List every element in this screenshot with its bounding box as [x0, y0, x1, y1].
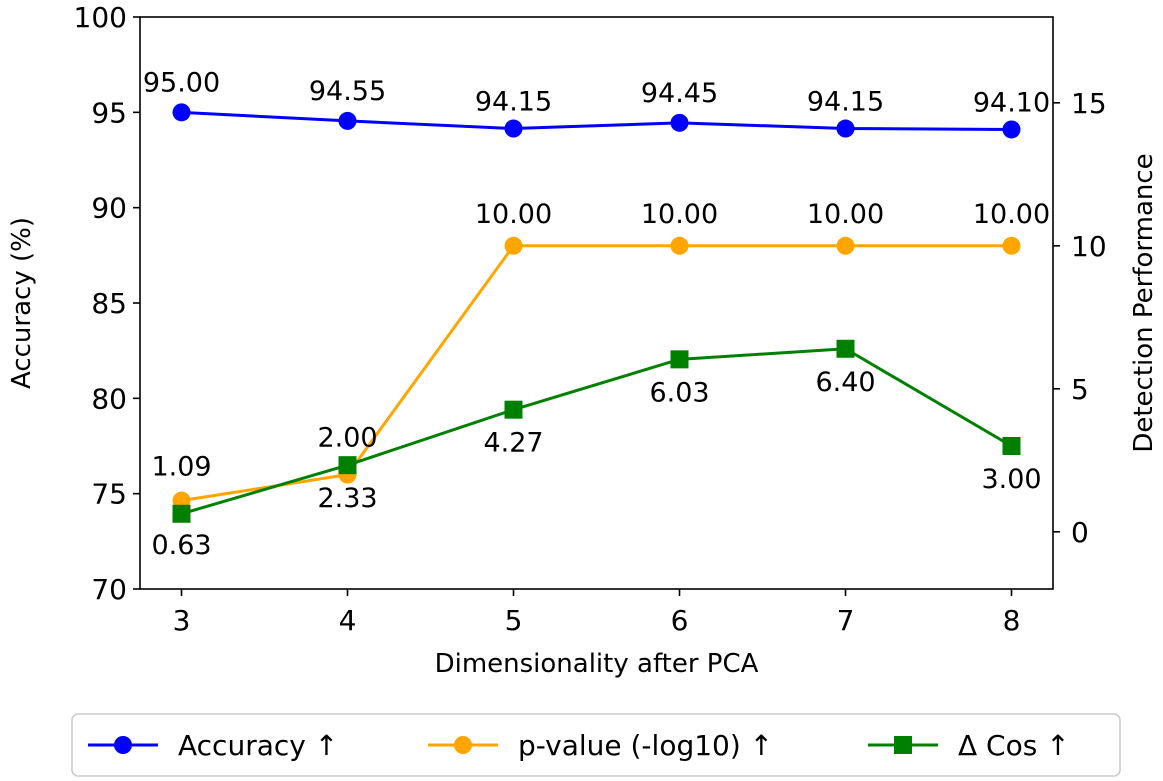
y-left-tick-label: 75	[91, 478, 127, 511]
data-label-accuracy: 94.10	[973, 87, 1050, 118]
data-point-accuracy	[504, 119, 523, 138]
x-tick-label: 4	[339, 604, 357, 637]
data-point-accuracy	[836, 119, 855, 138]
x-tick-label: 3	[173, 604, 191, 637]
data-point-p-value-log10	[1002, 236, 1021, 255]
legend-frame	[71, 713, 1121, 777]
legend-label-cos: Δ Cos ↑	[958, 729, 1070, 762]
data-point-accuracy	[338, 111, 357, 130]
x-tick-label: 8	[1003, 604, 1021, 637]
series-line-accuracy	[181, 110, 1012, 131]
data-point-cos	[836, 339, 855, 358]
data-label-accuracy: 94.55	[309, 76, 386, 107]
y-right-tick-label: 10	[1071, 230, 1107, 263]
legend-label-accuracy: Accuracy ↑	[178, 729, 338, 762]
legend-label-p-value-log10: p-value (-log10) ↑	[518, 729, 773, 762]
data-point-p-value-log10	[836, 236, 855, 255]
data-point-p-value-log10	[504, 236, 523, 255]
y-left-tick-label: 70	[91, 573, 127, 606]
y-axis-right-title: Detection Performance	[1129, 153, 1159, 452]
legend-marker-accuracy	[114, 736, 132, 754]
series-line-p-value-log10	[181, 244, 1012, 503]
data-label-p-value-log10: 10.00	[807, 199, 884, 230]
y-left-tick-label: 80	[91, 382, 127, 415]
lines-layer	[172, 103, 1021, 523]
ticks-layer: 3 4 5 6 7 8 70 75 80 85 90 95 100 0 5 10 15	[74, 1, 1107, 637]
data-label-p-value-log10: 10.00	[973, 199, 1050, 230]
data-point-cos	[172, 504, 191, 523]
data-label-cos: 6.03	[649, 377, 709, 408]
x-tick-label: 7	[837, 604, 855, 637]
y-left-tick-label: 85	[91, 287, 127, 320]
y-left-tick-label: 95	[91, 96, 127, 129]
data-label-accuracy: 94.45	[641, 78, 718, 109]
data-label-accuracy: 94.15	[807, 87, 884, 118]
y-axis-left-title: Accuracy (%)	[7, 217, 37, 389]
legend-entries: Accuracy ↑ p-value (-log10) ↑ Δ Cos ↑	[88, 729, 1070, 762]
y-right-tick-label: 5	[1071, 373, 1089, 406]
y-right-tick-label: 0	[1071, 516, 1089, 549]
data-label-p-value-log10: 2.00	[317, 423, 377, 454]
x-axis-title: Dimensionality after PCA	[435, 649, 759, 679]
data-label-p-value-log10: 1.09	[151, 452, 211, 483]
data-label-cos: 0.63	[151, 530, 211, 561]
legend-marker-p-value-log10	[454, 736, 472, 754]
legend-marker-cos	[894, 736, 912, 754]
data-label-cos: 3.00	[981, 464, 1041, 495]
series-line-cos	[181, 347, 1013, 516]
x-tick-label: 5	[505, 604, 523, 637]
y-right-tick-label: 15	[1071, 87, 1107, 120]
data-point-cos	[338, 456, 357, 475]
data-point-accuracy	[172, 103, 191, 122]
data-point-cos	[1002, 437, 1021, 455]
data-point-cos	[670, 350, 689, 369]
data-label-accuracy: 94.15	[475, 87, 552, 118]
data-label-p-value-log10: 10.00	[475, 199, 552, 230]
data-point-accuracy	[1002, 120, 1021, 139]
data-label-p-value-log10: 10.00	[641, 199, 718, 230]
y-left-tick-label: 100	[74, 1, 127, 34]
plot-frame	[139, 16, 1054, 590]
labels-layer: 95.00 94.55 94.15 94.45 94.15 94.10 1.09 2.00 10…	[143, 67, 1050, 560]
data-point-p-value-log10	[670, 236, 689, 255]
data-point-accuracy	[670, 113, 689, 132]
x-tick-label: 6	[671, 604, 689, 637]
legend: Accuracy ↑ p-value (-log10) ↑ Δ Cos ↑	[71, 713, 1121, 777]
data-label-cos: 2.33	[317, 483, 377, 514]
data-label-cos: 6.40	[815, 367, 875, 398]
y-left-tick-label: 90	[91, 192, 127, 225]
data-label-cos: 4.27	[483, 428, 543, 459]
data-label-accuracy: 95.00	[143, 67, 220, 98]
data-point-cos	[504, 400, 523, 419]
